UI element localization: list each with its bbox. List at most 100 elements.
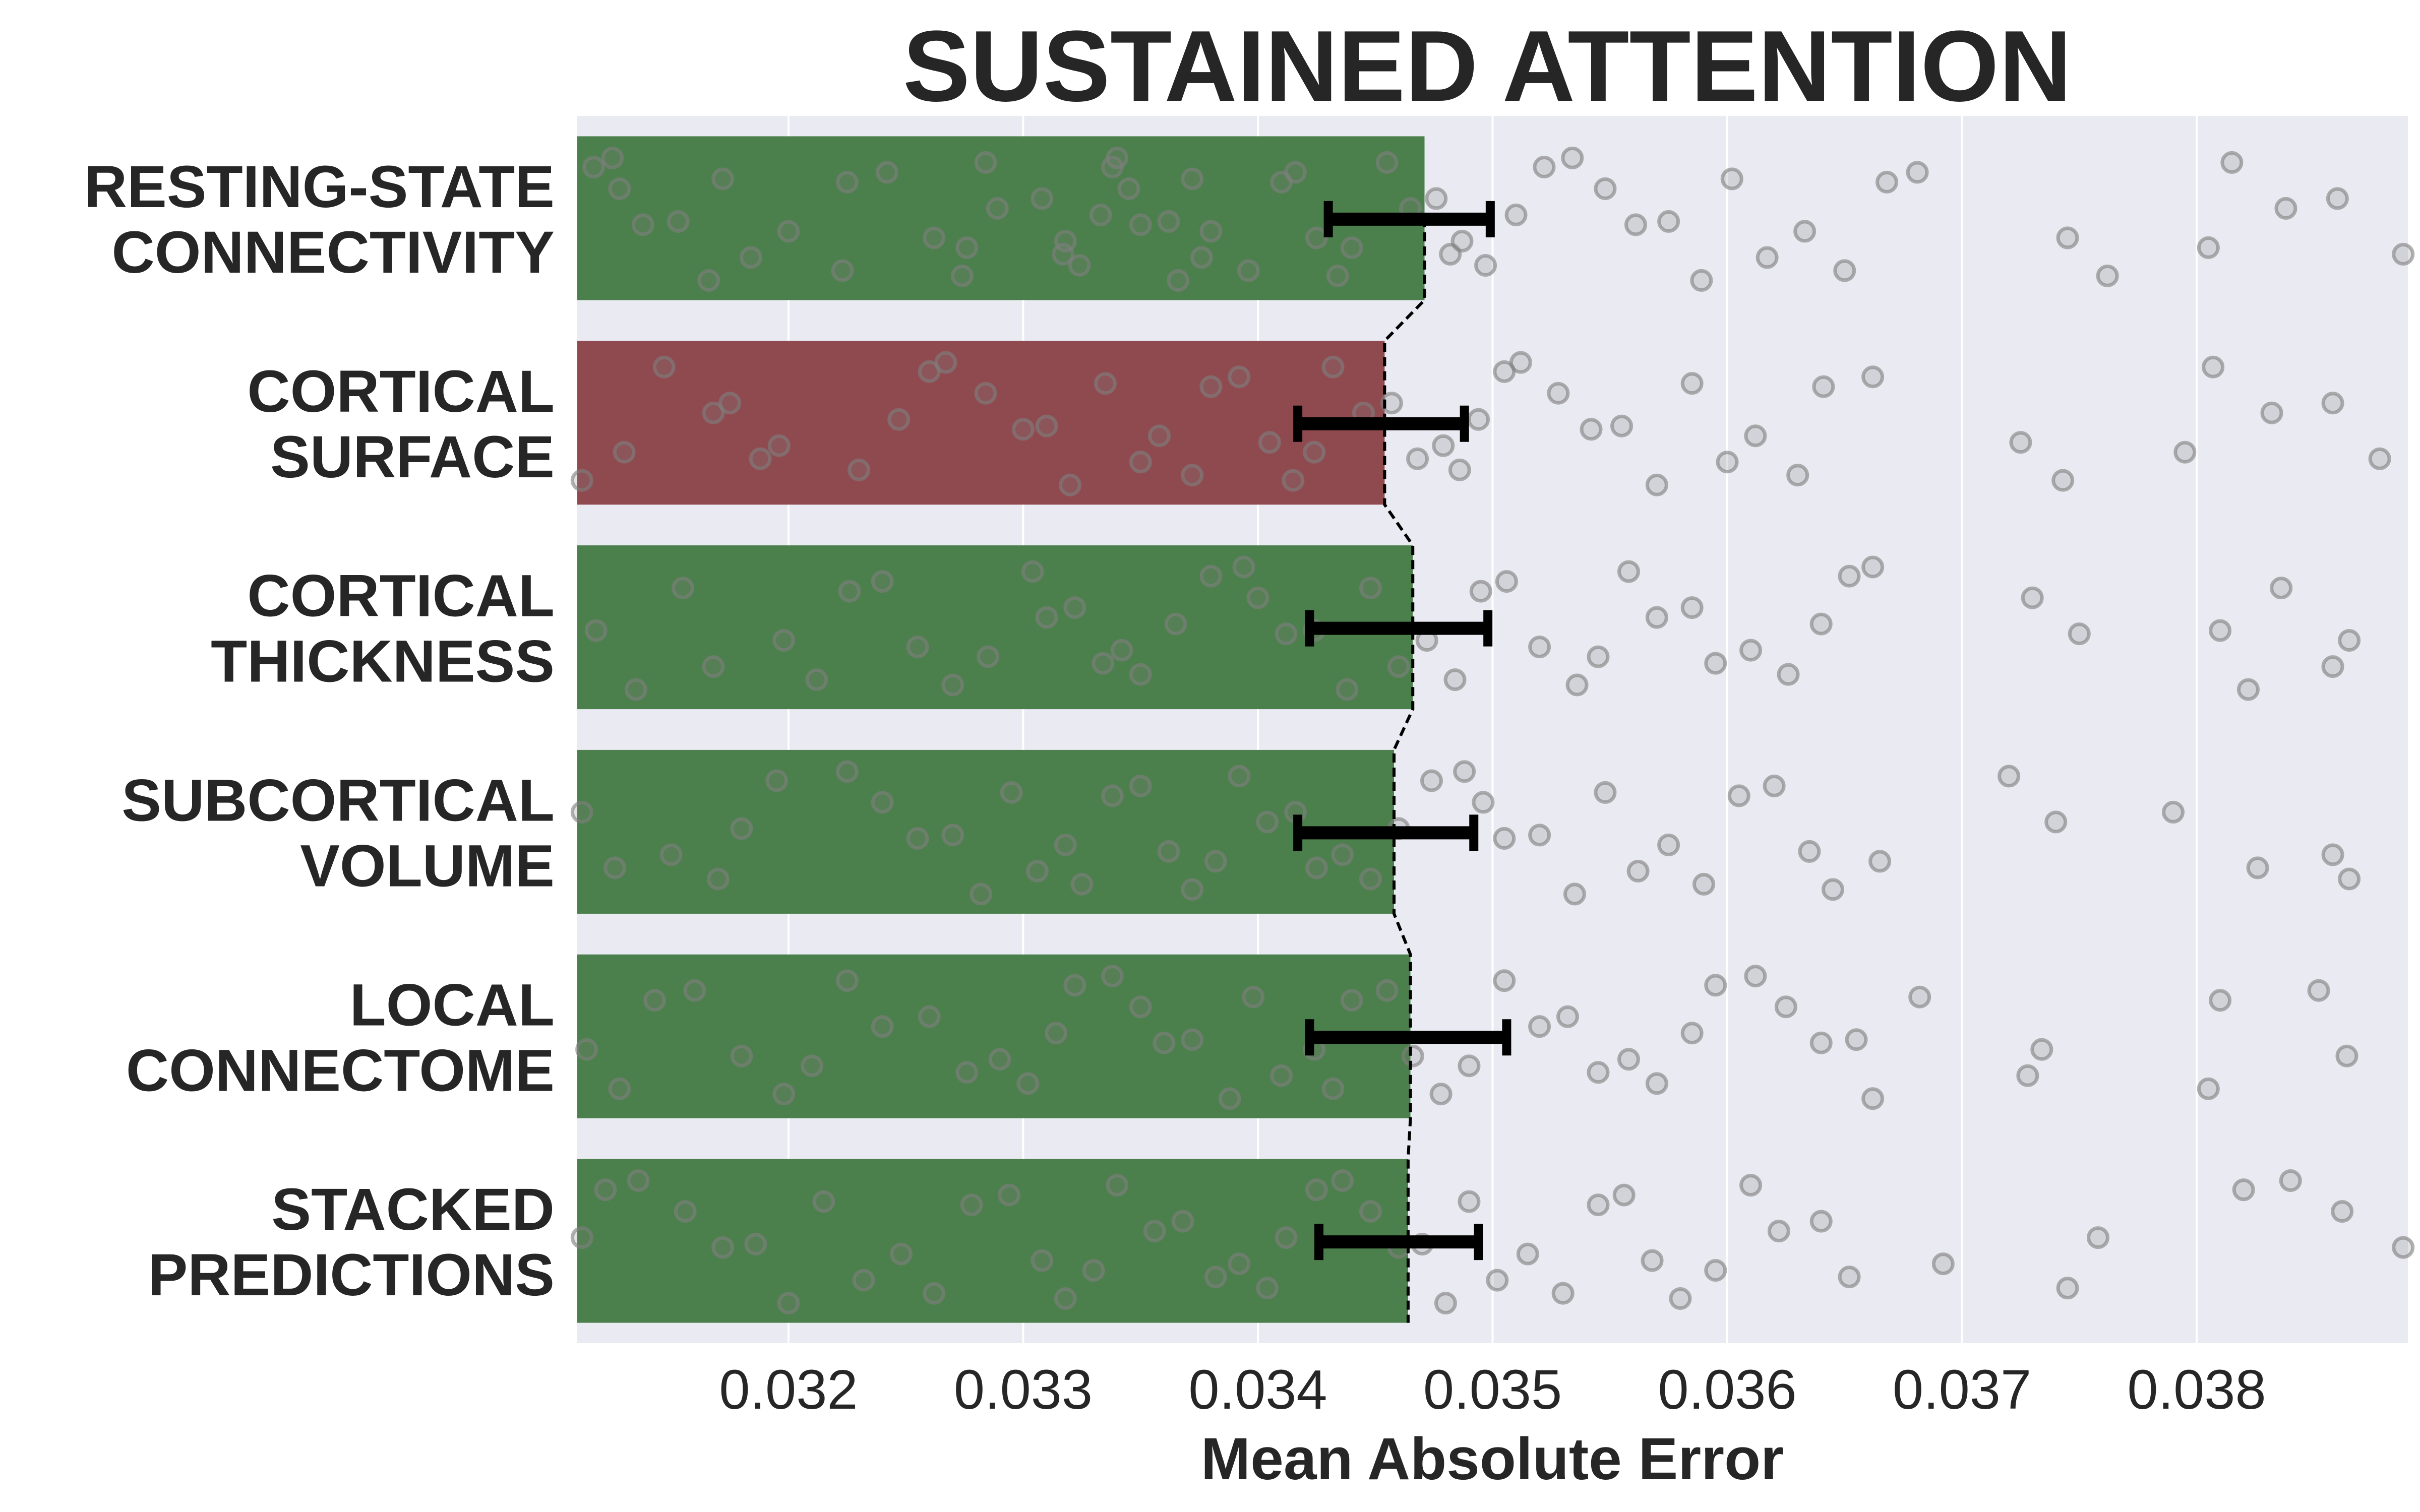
point-4-10 [955,1061,979,1084]
point-3-10 [970,883,993,906]
point-5-40 [1809,1210,1833,1233]
point-0-5 [697,269,720,292]
point-4-45 [2197,1077,2220,1100]
point-2-21 [1275,622,1298,646]
point-0-39 [1425,187,1448,210]
point-5-33 [1587,1193,1610,1217]
point-5-28 [1434,1292,1457,1315]
point-2-2 [671,577,694,600]
point-5-10 [923,1282,946,1305]
point-0-11 [875,161,898,184]
point-5-38 [1739,1174,1763,1197]
point-4-34 [1645,1072,1668,1095]
point-4-36 [1704,974,1727,997]
point-2-6 [838,580,861,603]
point-1-35 [1610,414,1634,437]
point-2-35 [1680,596,1704,619]
bar-1 [577,341,1385,505]
bar-4 [577,954,1411,1118]
point-2-36 [1704,652,1727,675]
point-1-29 [1448,458,1471,481]
point-4-7 [835,969,859,992]
point-1-4 [718,392,742,415]
point-3-31 [1528,824,1551,847]
point-4-25 [1375,979,1399,1002]
point-0-55 [1906,161,1929,184]
point-5-42 [1931,1252,1955,1276]
point-4-18 [1181,1028,1204,1051]
point-1-15 [1094,372,1117,395]
point-0-47 [1624,213,1647,236]
point-3-11 [1000,781,1023,804]
point-0-27 [1167,269,1190,292]
category-label-3: SUBCORTICAL VOLUME [122,767,555,899]
point-2-16 [1129,663,1152,686]
point-5-41 [1838,1266,1861,1289]
error-bars [1293,201,1511,1261]
point-4-9 [918,1005,941,1028]
point-0-10 [835,170,859,194]
point-4-11 [988,1048,1011,1071]
point-1-49 [2368,447,2391,470]
point-3-27 [1420,769,1443,792]
category-label-line-1-0: CORTICAL [247,358,555,425]
point-2-4 [772,629,796,652]
point-2-18 [1199,564,1223,588]
point-1-3 [702,401,725,424]
category-label-line-2-1: THICKNESS [211,628,555,695]
point-1-40 [1786,464,1809,487]
point-1-45 [2173,440,2197,464]
point-2-8 [906,636,929,659]
x-tick-label-4: 0.036 [1658,1359,1796,1421]
point-1-0 [570,469,593,492]
point-5-34 [1612,1183,1636,1207]
point-1-10 [934,351,957,374]
point-2-12 [1035,606,1058,629]
point-0-44 [1533,156,1556,179]
point-4-46 [2209,989,2232,1012]
point-5-9 [889,1242,913,1266]
point-3-47 [2338,867,2361,891]
point-1-37 [1680,372,1704,395]
point-5-35 [1641,1249,1664,1272]
point-0-59 [2220,151,2244,174]
point-0-9 [831,259,854,282]
point-5-39 [1767,1220,1790,1243]
point-4-19 [1218,1087,1241,1110]
point-5-45 [2232,1178,2255,1202]
point-1-11 [974,382,997,405]
point-4-2 [643,989,667,1012]
point-4-41 [1861,1087,1885,1110]
category-label-0: RESTING-STATE CONNECTIVITY [84,154,555,286]
point-4-6 [801,1054,824,1078]
point-3-35 [1657,833,1680,856]
point-3-6 [835,760,859,783]
point-0-45 [1561,146,1584,169]
point-3-17 [1157,840,1180,863]
point-2-32 [1587,645,1610,668]
point-2-13 [1063,596,1086,619]
point-3-32 [1563,883,1586,906]
point-0-30 [1199,220,1223,243]
point-5-44 [2087,1226,2110,1249]
point-0-0 [582,156,606,179]
point-4-39 [1809,1031,1833,1054]
point-5-16 [1106,1174,1129,1197]
point-3-3 [706,867,730,891]
point-2-1 [624,678,647,701]
point-3-5 [765,769,789,792]
point-0-54 [1876,170,1899,194]
point-4-35 [1680,1022,1704,1045]
point-2-3 [702,655,725,678]
point-1-39 [1744,424,1767,448]
point-0-3 [631,213,654,236]
point-3-34 [1626,859,1650,883]
point-4-47 [2307,979,2330,1002]
point-2-10 [977,645,1000,668]
point-5-2 [627,1169,650,1192]
category-label-1: CORTICAL SURFACE [247,358,555,490]
point-2-45 [2236,678,2260,701]
point-3-4 [730,817,753,840]
point-0-17 [1031,187,1054,210]
